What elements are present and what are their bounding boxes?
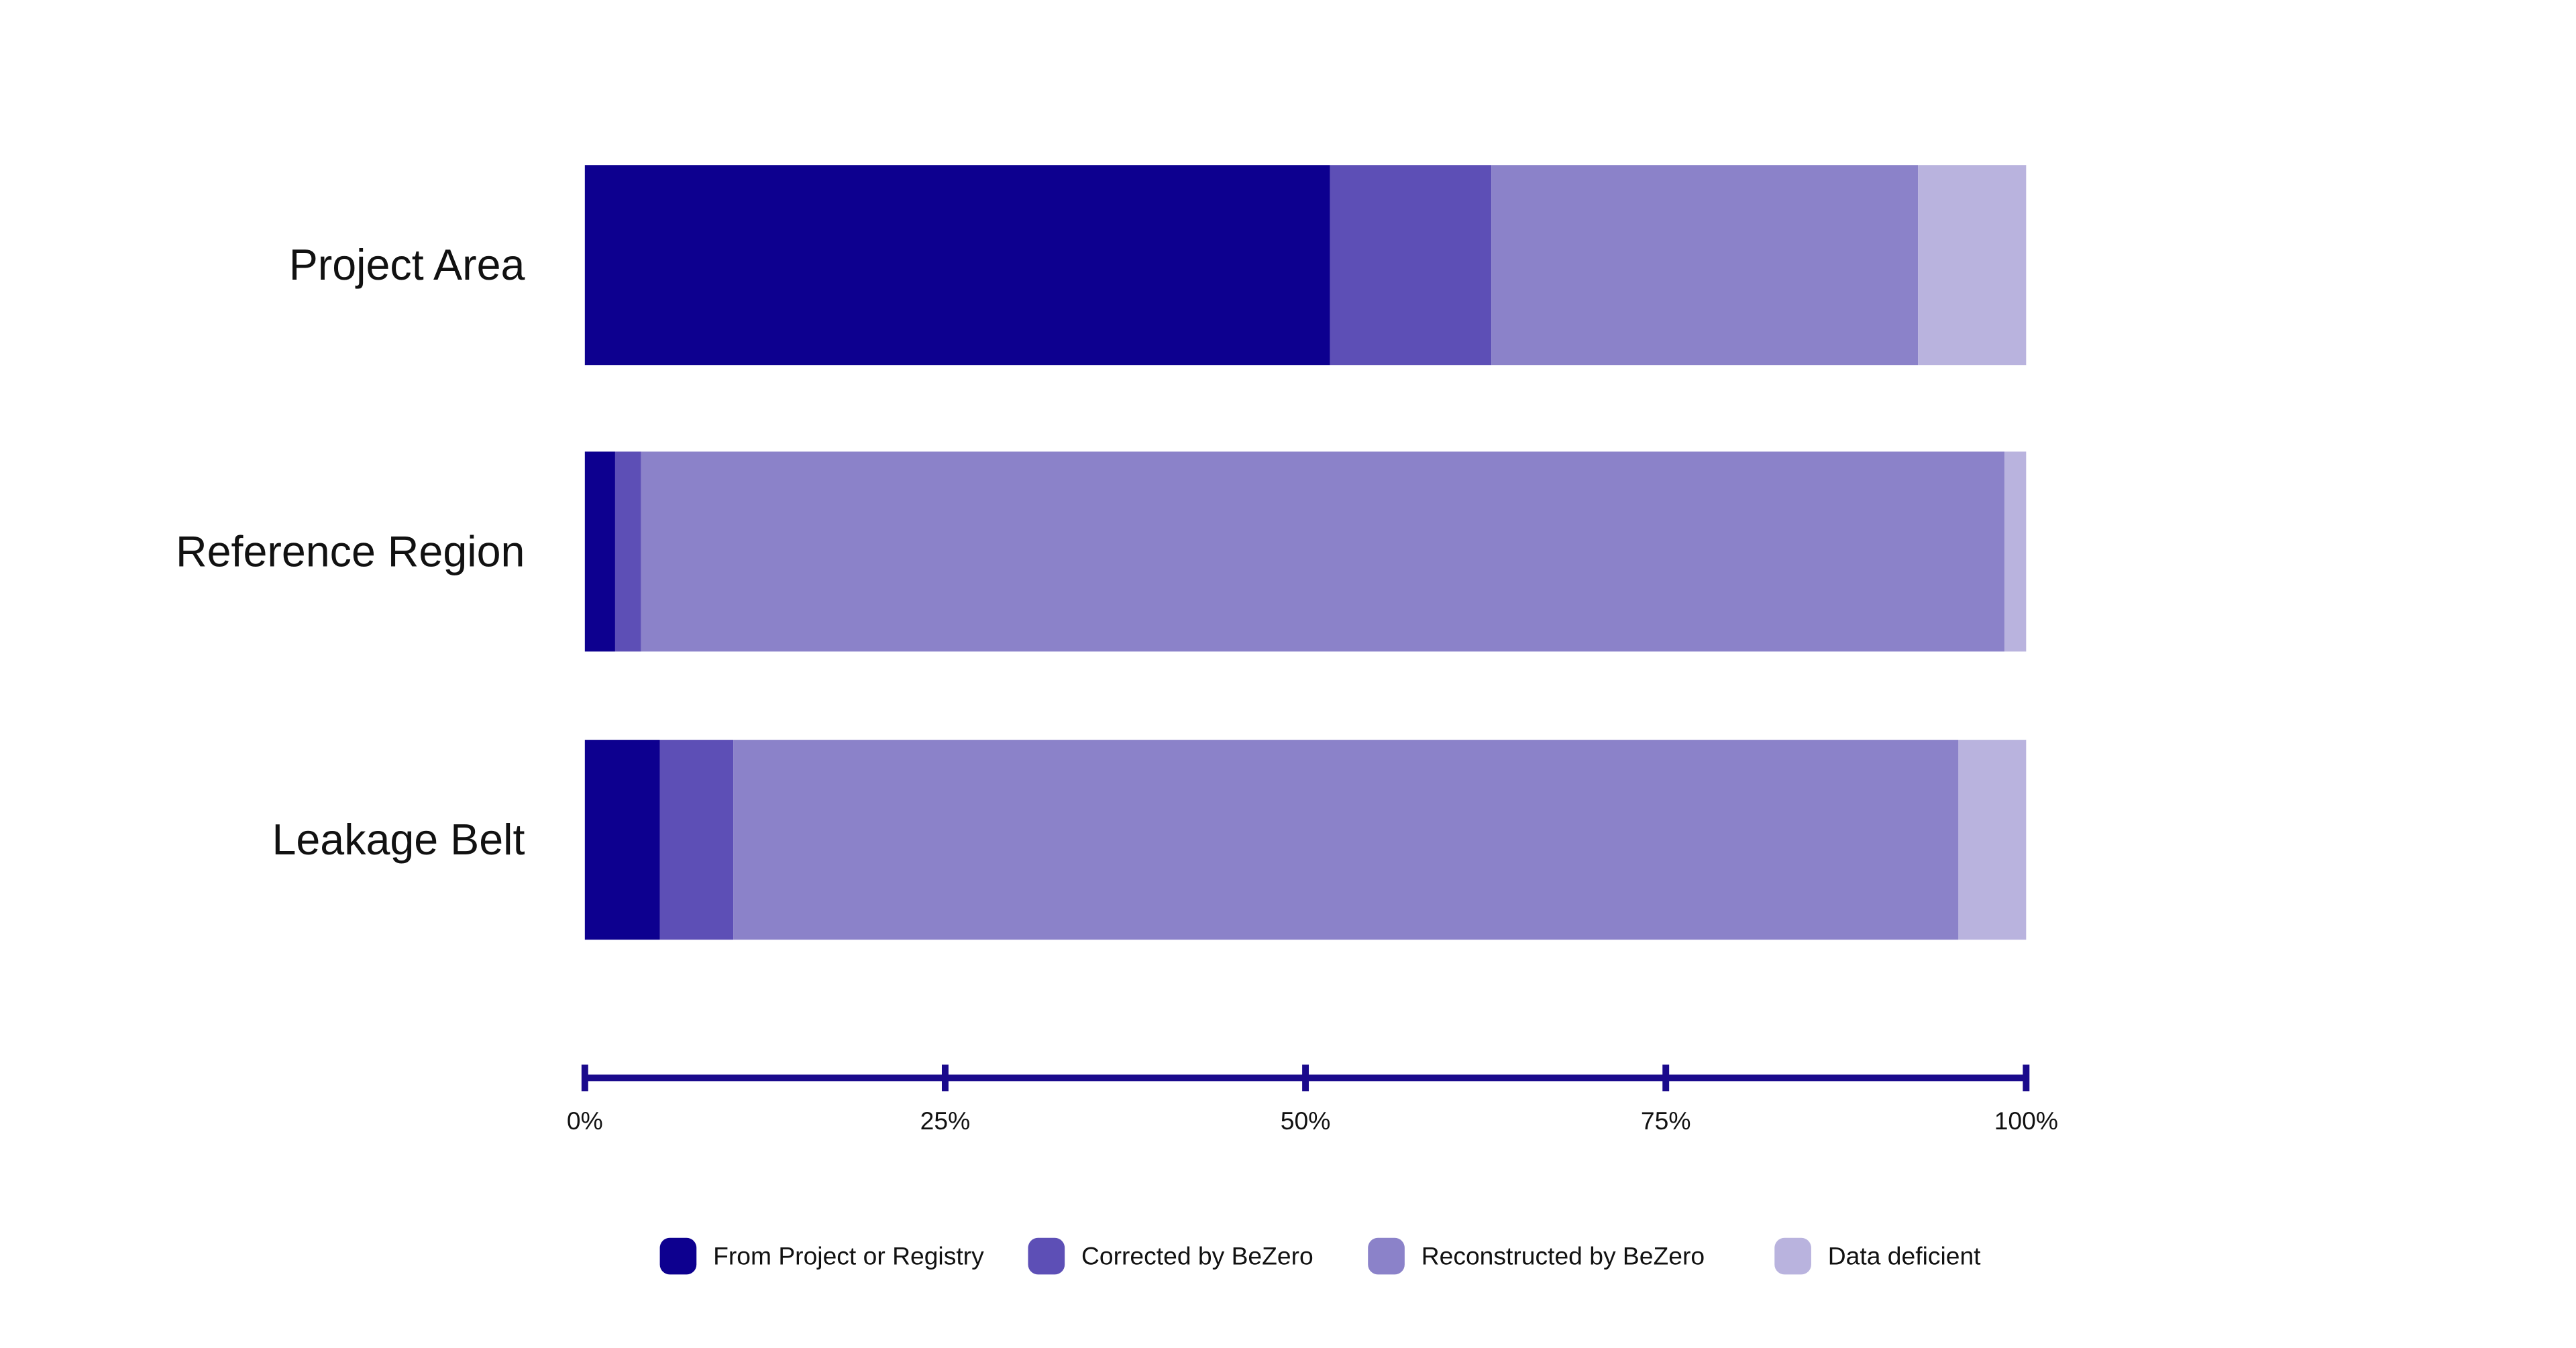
x-tick-label: 0% [567,1107,603,1135]
bar-segment [584,451,615,652]
bar-segment [2004,451,2027,652]
bar-segment [659,740,734,940]
bar-segment [1330,165,1492,366]
legend-label: Data deficient [1828,1241,1981,1270]
legend-swatch [1028,1237,1065,1275]
bar-segment [1958,740,2027,940]
bar-segment [733,740,1959,940]
x-tick-label: 50% [1281,1107,1331,1135]
legend-label: Corrected by BeZero [1081,1241,1313,1270]
legend-swatch [1368,1237,1405,1275]
legend-label: From Project or Registry [713,1241,984,1270]
bar-segment [641,451,2005,652]
bar-segment [584,740,660,940]
bar-segment [1491,165,1919,366]
category-label: Reference Region [176,527,525,575]
legend-label: Reconstructed by BeZero [1421,1241,1705,1270]
x-tick-label: 75% [1641,1107,1691,1135]
category-label: Leakage Belt [272,816,525,864]
legend-swatch [1774,1237,1811,1275]
legend-swatch [659,1237,697,1275]
x-tick-label: 25% [920,1107,971,1135]
category-label: Project Area [289,241,525,289]
x-tick-label: 100% [1994,1107,2058,1135]
bar-segment [584,165,1330,366]
bar-segment [614,451,641,652]
bar-segment [1918,165,2027,366]
